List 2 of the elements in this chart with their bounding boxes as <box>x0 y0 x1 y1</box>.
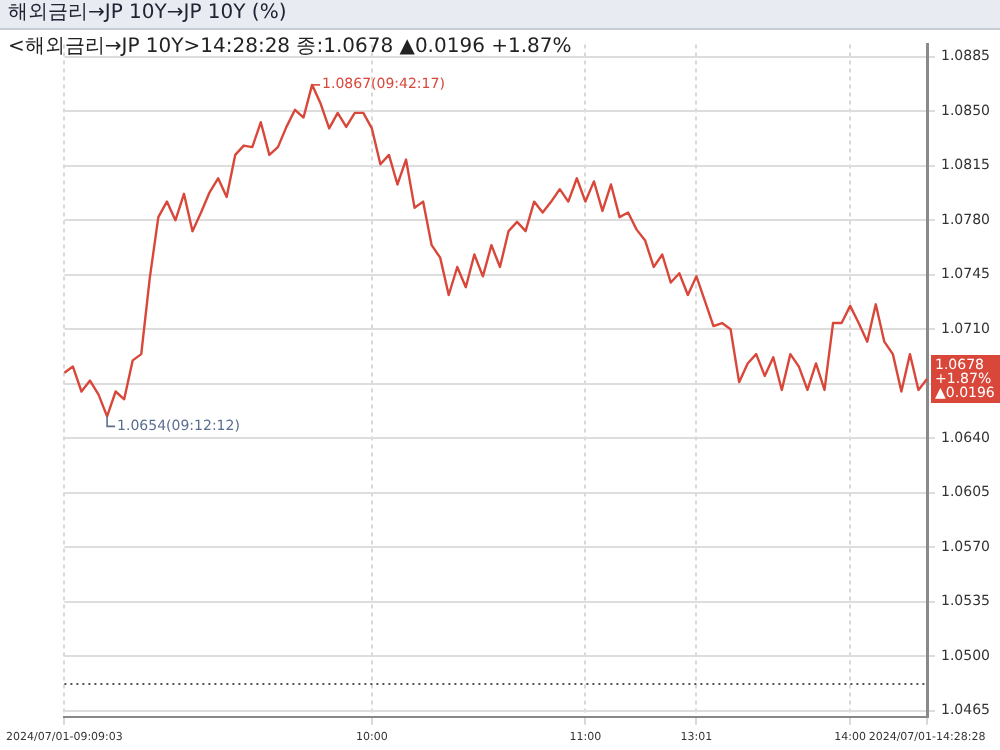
chart-subtitle: <해외금리→JP 10Y>14:28:28 종:1.0678 ▲0.0196 +1.87% <box>8 34 572 60</box>
chart-title: 해외금리→JP 10Y→JP 10Y (%) <box>0 0 1000 30</box>
